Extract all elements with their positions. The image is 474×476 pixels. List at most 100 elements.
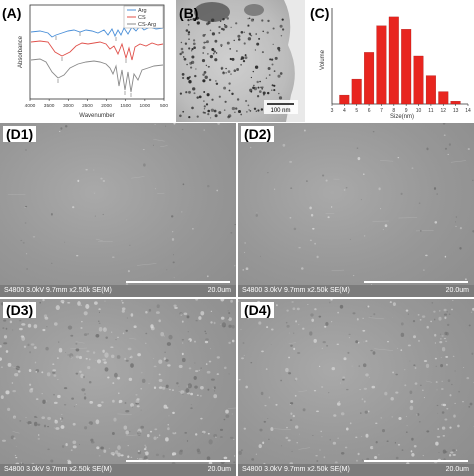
sem-particle xyxy=(204,330,206,333)
tem-particle xyxy=(205,64,208,67)
sem-particle xyxy=(294,425,299,429)
sem-particle xyxy=(225,409,229,414)
sem-particle xyxy=(367,305,370,308)
sem-particle xyxy=(63,404,67,406)
tem-particle xyxy=(231,106,236,111)
sem-particle xyxy=(409,390,413,395)
sem-particle xyxy=(437,412,439,414)
tem-particle xyxy=(266,31,269,34)
sem-particle xyxy=(231,325,235,329)
sem-particle xyxy=(25,149,27,151)
sem-particle xyxy=(77,301,81,306)
tem-particle xyxy=(213,109,217,113)
sem-particle xyxy=(98,320,100,322)
sem-particle xyxy=(329,301,331,304)
tem-particle xyxy=(191,55,195,59)
sem-particle xyxy=(405,416,407,417)
legend-label-arg: Arg xyxy=(138,8,147,14)
sem-particle xyxy=(258,444,262,449)
sem-particle xyxy=(442,449,447,454)
tem-particle xyxy=(247,37,252,41)
sem-particle xyxy=(95,360,97,362)
sem-particle xyxy=(260,391,264,396)
sem-particle xyxy=(59,417,62,420)
sem-particle xyxy=(121,307,126,311)
sem-particle xyxy=(448,143,452,146)
sem-particle xyxy=(46,326,48,328)
sem-particle xyxy=(200,385,204,390)
sem-particle xyxy=(230,231,233,234)
sem-particle xyxy=(114,450,119,455)
sem-particle xyxy=(21,323,26,326)
sem-particle xyxy=(263,420,267,423)
sem-particle xyxy=(321,174,325,177)
tem-particle xyxy=(192,42,196,46)
sem-particle xyxy=(7,362,12,367)
sem-particle xyxy=(137,431,142,437)
sem-particle xyxy=(309,239,312,242)
sem-particle xyxy=(171,215,174,218)
sem-particle xyxy=(184,432,188,434)
sem-particle xyxy=(434,318,436,321)
tem-particle xyxy=(235,22,238,25)
sem-particle xyxy=(182,342,184,344)
sem-particle xyxy=(73,406,76,408)
sem-particle xyxy=(291,450,293,452)
sem-particle xyxy=(144,444,146,446)
sem-particle xyxy=(359,389,361,391)
tem-particle xyxy=(188,116,191,119)
sem-particle xyxy=(368,376,370,378)
tem-particle xyxy=(262,30,264,33)
sem-particle xyxy=(93,169,95,171)
tem-particle xyxy=(243,31,246,33)
sem-particle xyxy=(148,308,152,312)
sem-particle xyxy=(357,341,360,344)
sem-particle xyxy=(247,318,249,320)
sem-particle xyxy=(176,382,179,385)
sem-particle xyxy=(128,377,133,382)
ftir-y-axis-label: Absorbance xyxy=(18,35,24,68)
sem-particle xyxy=(141,378,146,384)
tem-particle xyxy=(207,113,210,116)
sem-particle xyxy=(84,393,86,395)
sem-particle xyxy=(454,370,456,372)
sem-particle xyxy=(185,388,190,393)
sem-particle xyxy=(0,366,4,368)
sem-particle xyxy=(121,299,123,302)
sem-particle xyxy=(451,308,453,311)
sem-particle xyxy=(223,418,226,421)
tem-particle xyxy=(186,76,190,80)
sem-scratch xyxy=(288,342,296,344)
sem-particle xyxy=(98,308,101,310)
tem-particle xyxy=(211,98,214,101)
sem-scratch xyxy=(298,390,308,392)
tem-particle xyxy=(211,32,216,36)
sem-particle xyxy=(137,353,141,357)
sem-particle xyxy=(98,455,101,457)
tem-particle xyxy=(207,21,211,25)
tem-particle xyxy=(240,30,244,34)
sem-particle xyxy=(61,414,63,415)
sem-particle xyxy=(19,420,22,422)
sem-particle xyxy=(207,388,210,391)
sem-particle xyxy=(360,412,362,414)
sem-particle xyxy=(10,435,15,440)
sem-particle xyxy=(342,376,346,378)
sem-particle xyxy=(454,402,456,404)
sem-particle xyxy=(158,319,161,323)
sem-particle xyxy=(423,269,425,271)
sem-particle xyxy=(242,269,244,271)
sem-particle xyxy=(442,403,447,407)
ftir-x-axis-label: Wavenumber xyxy=(79,113,114,119)
sem-particle xyxy=(292,307,296,310)
sem-particle xyxy=(25,205,28,208)
sem-particle xyxy=(125,430,129,435)
tem-particle xyxy=(250,76,253,79)
sem-particle xyxy=(102,358,107,361)
sem-particle xyxy=(20,462,23,464)
sem-particle xyxy=(366,457,370,461)
sem-particle xyxy=(135,398,140,404)
tem-particle xyxy=(202,52,205,54)
sem-particle xyxy=(340,412,345,416)
sem-particle xyxy=(452,453,456,456)
